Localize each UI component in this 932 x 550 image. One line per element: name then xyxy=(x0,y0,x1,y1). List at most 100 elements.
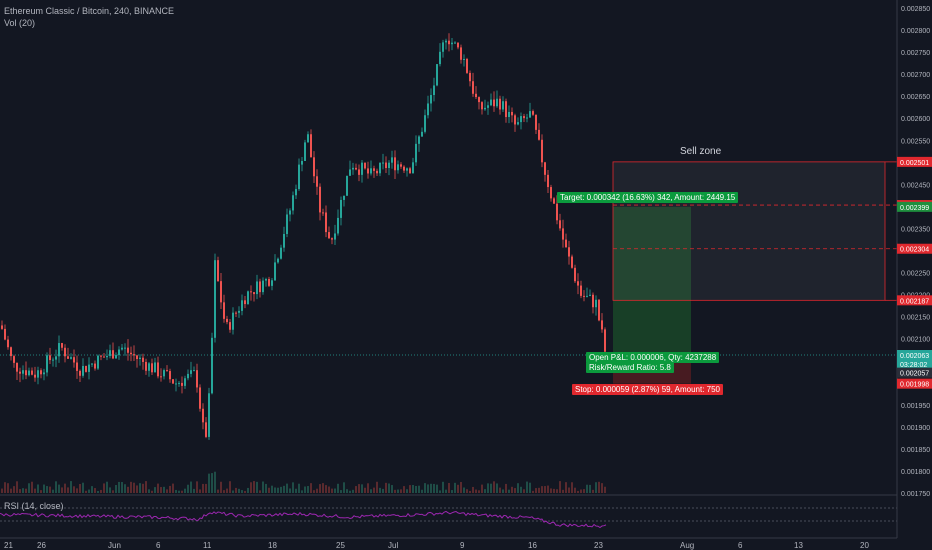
candle-body xyxy=(88,364,90,372)
candle-body xyxy=(151,363,153,373)
candle-body xyxy=(157,362,159,377)
price-tag-text: 0.002304 xyxy=(900,247,929,254)
volume-bar xyxy=(409,485,411,493)
candle-body xyxy=(589,294,591,296)
volume-label[interactable]: Vol (20) xyxy=(4,18,36,28)
candle-body xyxy=(43,372,45,375)
volume-bar xyxy=(73,486,75,493)
candle-body xyxy=(91,363,93,365)
candle-body xyxy=(298,164,300,190)
volume-bar xyxy=(544,486,546,493)
volume-bar xyxy=(586,484,588,493)
volume-bar xyxy=(289,488,291,493)
candlestick-series[interactable] xyxy=(1,33,606,440)
volume-bar xyxy=(61,487,63,493)
candle-body xyxy=(451,42,453,45)
volume-bar xyxy=(235,487,237,493)
volume-bar xyxy=(361,484,363,493)
candle-body xyxy=(475,93,477,98)
volume-bar xyxy=(157,483,159,493)
candle-body xyxy=(271,280,273,286)
volume-bar xyxy=(277,487,279,493)
volume-bars xyxy=(1,471,606,493)
candle-body xyxy=(73,357,75,363)
volume-bar xyxy=(322,483,324,493)
volume-bar xyxy=(421,489,423,493)
time-tick: Jun xyxy=(108,541,121,550)
volume-bar xyxy=(460,481,462,493)
volume-bar xyxy=(22,488,24,493)
volume-bar xyxy=(508,489,510,493)
volume-bar xyxy=(79,484,81,493)
candle-body xyxy=(106,355,108,358)
candle-body xyxy=(328,232,330,239)
candle-body xyxy=(196,370,198,388)
volume-bar xyxy=(448,482,450,493)
candle-body xyxy=(601,320,603,330)
candle-body xyxy=(31,370,33,375)
time-axis[interactable]: 21 26 Jun 6 11 18 25 Jul 9 16 23 Aug 6 13 20 xyxy=(4,541,869,550)
volume-bar xyxy=(268,487,270,493)
candle-body xyxy=(232,312,234,330)
volume-bar xyxy=(439,490,441,493)
volume-bar xyxy=(364,487,366,493)
candle-body xyxy=(223,302,225,319)
target-label[interactable]: Target: 0.000342 (16.63%) 342, Amount: 2… xyxy=(557,192,739,203)
volume-bar xyxy=(181,490,183,493)
candle-body xyxy=(469,72,471,82)
candle-body xyxy=(373,168,375,171)
volume-bar xyxy=(493,481,495,493)
volume-bar xyxy=(64,483,66,493)
volume-bar xyxy=(373,487,375,493)
volume-bar xyxy=(415,485,417,493)
candle-body xyxy=(172,379,174,384)
drawing-overlays[interactable] xyxy=(0,161,897,384)
volume-bar xyxy=(577,490,579,493)
candle-body xyxy=(415,143,417,163)
rsi-label[interactable]: RSI (14, close) xyxy=(4,501,64,511)
volume-bar xyxy=(253,481,255,493)
candle-body xyxy=(484,107,486,110)
volume-bar xyxy=(391,485,393,493)
candle-body xyxy=(364,162,366,169)
candle-body xyxy=(49,355,51,361)
volume-bar xyxy=(109,487,111,493)
candle-body xyxy=(529,111,531,118)
volume-bar xyxy=(535,488,537,493)
candle-body xyxy=(367,168,369,174)
candle-body xyxy=(238,310,240,313)
volume-bar xyxy=(310,483,312,493)
candle-body xyxy=(28,370,30,376)
volume-bar xyxy=(433,483,435,493)
candle-body xyxy=(583,295,585,297)
volume-bar xyxy=(598,481,600,493)
volume-bar xyxy=(145,481,147,493)
volume-bar xyxy=(385,482,387,493)
risk-reward-label[interactable]: Risk/Reward Ratio: 5.8 xyxy=(586,362,674,373)
volume-bar xyxy=(247,487,249,493)
stop-label[interactable]: Stop: 0.000059 (2.87%) 59, Amount: 750 xyxy=(572,384,723,395)
candle-body xyxy=(316,176,318,187)
volume-bar xyxy=(334,488,336,493)
volume-bar xyxy=(139,483,141,493)
open-pnl-label[interactable]: Open P&L: 0.000006, Qty: 4237288 xyxy=(586,352,720,363)
candle-body xyxy=(343,195,345,200)
volume-bar xyxy=(70,481,72,493)
candle-body xyxy=(391,157,393,163)
sell-zone-label[interactable]: Sell zone xyxy=(680,146,722,157)
volume-bar xyxy=(1,488,3,493)
candle-body xyxy=(64,347,66,357)
symbol-title[interactable]: Ethereum Classic / Bitcoin, 240, BINANCE xyxy=(4,6,175,16)
volume-bar xyxy=(190,481,192,493)
price-tag-text: 0.002501 xyxy=(900,160,929,167)
volume-bar xyxy=(244,490,246,493)
candle-body xyxy=(37,370,39,378)
volume-bar xyxy=(208,473,210,493)
volume-bar xyxy=(16,481,18,493)
price-axis[interactable]: 0.002850 0.002800 0.002750 0.002700 0.002650… xyxy=(896,0,932,550)
volume-bar xyxy=(574,487,576,493)
time-tick: 13 xyxy=(794,541,803,550)
candle-body xyxy=(82,365,84,376)
candle-body xyxy=(541,139,543,163)
